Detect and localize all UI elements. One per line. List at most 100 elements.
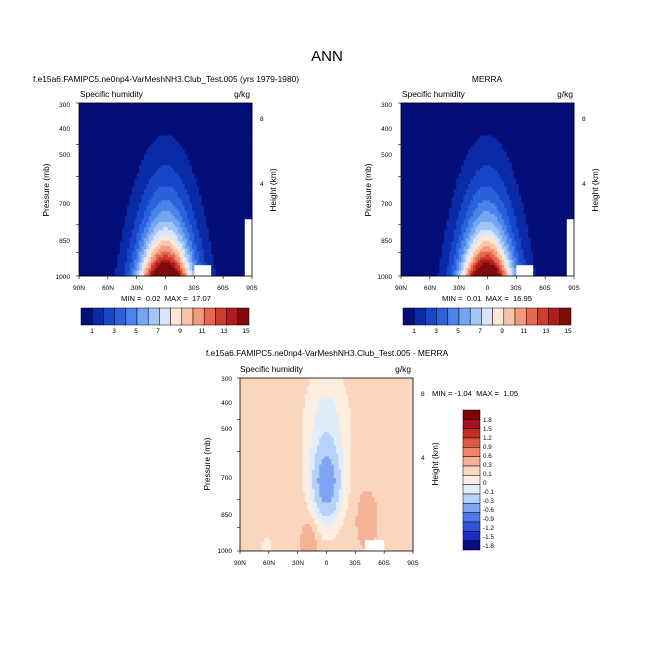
cell bbox=[194, 149, 197, 152]
cell bbox=[146, 122, 149, 125]
cell bbox=[223, 265, 226, 268]
cell bbox=[240, 168, 243, 171]
cell bbox=[86, 238, 89, 241]
cell bbox=[81, 106, 84, 109]
cell bbox=[199, 160, 202, 163]
cell bbox=[557, 111, 560, 114]
cell bbox=[247, 168, 250, 171]
cell bbox=[223, 222, 226, 225]
cell bbox=[199, 241, 202, 244]
cell bbox=[98, 262, 101, 265]
cell bbox=[101, 176, 104, 179]
cell bbox=[485, 103, 488, 106]
cell bbox=[132, 230, 135, 233]
cell bbox=[141, 160, 144, 163]
cell bbox=[153, 111, 156, 114]
cell bbox=[132, 262, 135, 265]
cell bbox=[170, 260, 173, 263]
cell bbox=[204, 103, 207, 106]
cell bbox=[163, 149, 166, 152]
cell bbox=[115, 114, 118, 117]
cell bbox=[120, 262, 123, 265]
cell bbox=[153, 165, 156, 168]
cell bbox=[211, 219, 214, 222]
cell bbox=[240, 268, 243, 271]
cell bbox=[531, 108, 534, 111]
cell bbox=[533, 106, 536, 109]
cell bbox=[105, 262, 108, 265]
cell bbox=[401, 108, 404, 111]
cell bbox=[89, 160, 92, 163]
cell bbox=[204, 230, 207, 233]
cell bbox=[204, 122, 207, 125]
cell bbox=[247, 125, 250, 128]
cell bbox=[223, 241, 226, 244]
cell bbox=[98, 138, 101, 141]
cell bbox=[151, 168, 154, 171]
cell bbox=[86, 265, 89, 268]
cell bbox=[79, 208, 82, 211]
cell bbox=[132, 211, 135, 214]
cell bbox=[218, 200, 221, 203]
cell bbox=[199, 254, 202, 257]
cell bbox=[202, 168, 205, 171]
cell bbox=[247, 225, 250, 228]
cell bbox=[84, 230, 87, 233]
cell bbox=[528, 108, 531, 111]
cell bbox=[115, 246, 118, 249]
cell bbox=[190, 119, 193, 122]
cell bbox=[247, 154, 250, 157]
cell bbox=[182, 190, 185, 193]
cell bbox=[192, 117, 195, 120]
cell bbox=[146, 254, 149, 257]
cell bbox=[461, 114, 464, 117]
cell bbox=[146, 141, 149, 144]
cell bbox=[218, 244, 221, 247]
cell bbox=[117, 127, 120, 130]
cell bbox=[132, 254, 135, 257]
cell bbox=[187, 181, 190, 184]
cell bbox=[187, 235, 190, 238]
cell bbox=[120, 162, 123, 165]
cell bbox=[105, 171, 108, 174]
cell bbox=[190, 241, 193, 244]
cell bbox=[89, 211, 92, 214]
cell bbox=[93, 222, 96, 225]
cell bbox=[221, 249, 224, 252]
cell bbox=[194, 190, 197, 193]
cell bbox=[122, 238, 125, 241]
cell bbox=[175, 154, 178, 157]
cell bbox=[548, 108, 551, 111]
cell bbox=[173, 133, 176, 136]
colorbar-swatch bbox=[227, 308, 238, 325]
cell bbox=[91, 114, 94, 117]
cell bbox=[103, 265, 106, 268]
cell bbox=[242, 173, 245, 176]
cell bbox=[89, 122, 92, 125]
cell bbox=[514, 111, 517, 114]
cell bbox=[180, 235, 183, 238]
cell bbox=[137, 171, 140, 174]
cell bbox=[134, 176, 137, 179]
cell bbox=[194, 152, 197, 155]
cell bbox=[408, 114, 411, 117]
cell bbox=[190, 133, 193, 136]
cell bbox=[226, 171, 229, 174]
cell bbox=[185, 219, 188, 222]
cell bbox=[548, 106, 551, 109]
cell bbox=[151, 181, 154, 184]
cell bbox=[108, 179, 111, 182]
cell bbox=[151, 119, 154, 122]
cell bbox=[105, 154, 108, 157]
cell bbox=[149, 141, 152, 144]
cell bbox=[240, 117, 243, 120]
cell bbox=[115, 127, 118, 130]
cell bbox=[103, 171, 106, 174]
cell bbox=[202, 152, 205, 155]
cell bbox=[211, 133, 214, 136]
cell bbox=[185, 257, 188, 260]
cell bbox=[132, 233, 135, 236]
cell bbox=[238, 260, 241, 263]
cell bbox=[495, 103, 498, 106]
cell bbox=[93, 211, 96, 214]
